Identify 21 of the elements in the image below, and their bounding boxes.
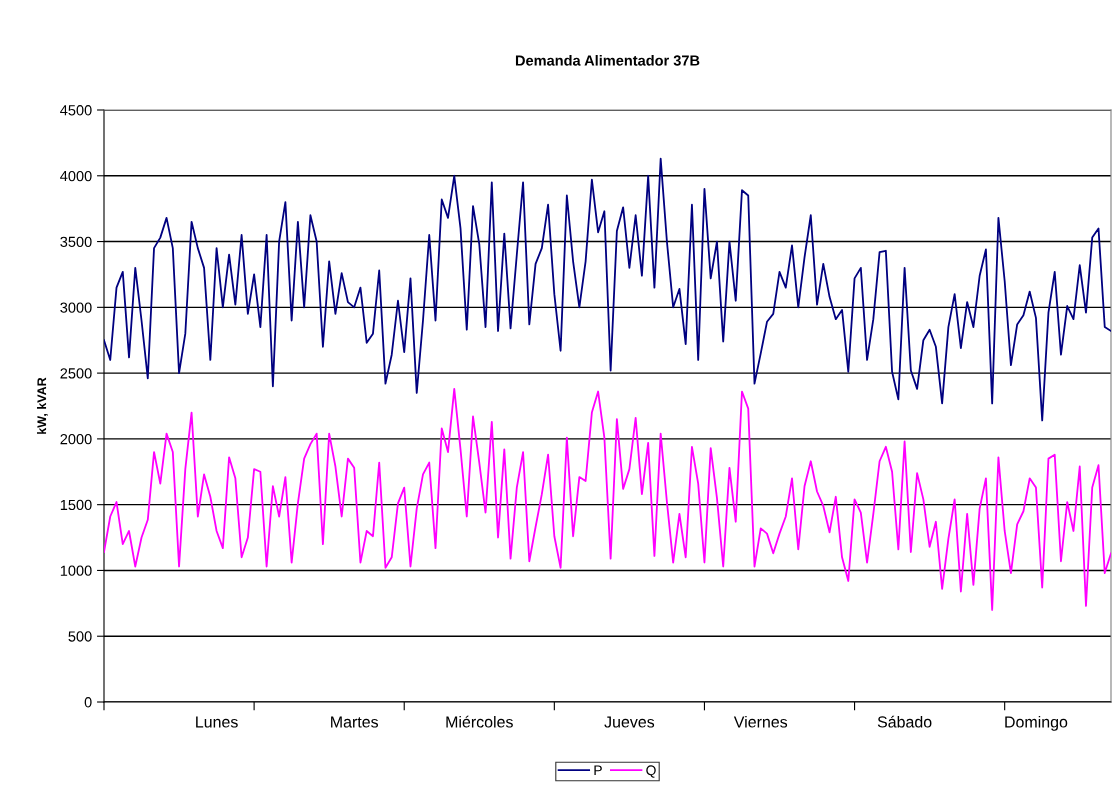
y-tick-label: 4500 <box>60 105 92 116</box>
chart-title: Demanda Alimentador 37B <box>515 54 700 66</box>
y-tick-label: 3500 <box>60 236 92 247</box>
x-tick-label: Martes <box>331 716 379 728</box>
y-tick-label: 2500 <box>60 368 92 379</box>
y-tick-label: 500 <box>68 631 92 642</box>
y-tick-label: 4000 <box>60 170 92 182</box>
y-axis-title: kW, kVAR <box>36 377 48 434</box>
y-tick-label: 1000 <box>60 565 92 576</box>
y-tick-label: 3000 <box>60 302 92 313</box>
x-tick-label: Sábado <box>877 715 932 728</box>
y-tick-label: 0 <box>84 697 92 708</box>
x-tick-label: Jueves <box>604 716 655 728</box>
y-tick-label: 2000 <box>60 433 92 445</box>
x-tick-label: Lunes <box>196 716 238 728</box>
x-tick-label: Miércoles <box>446 715 513 728</box>
legend-label: Q <box>646 765 656 778</box>
legend-label: P <box>594 765 602 776</box>
y-tick-label: 1500 <box>60 499 92 511</box>
x-tick-label: Viernes <box>733 715 788 728</box>
x-tick-label: Domingo <box>1005 715 1068 731</box>
